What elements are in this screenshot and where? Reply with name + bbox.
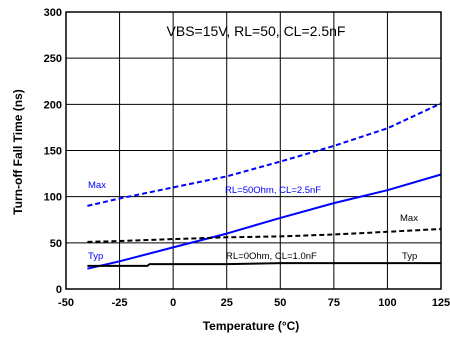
y-tick-label: 200 bbox=[44, 99, 62, 111]
x-axis-label: Temperature (°C) bbox=[203, 319, 300, 333]
plot-frame bbox=[65, 11, 442, 290]
y-tick-label: 50 bbox=[50, 238, 62, 250]
y-axis-label: Turn-off Fall Time (ns) bbox=[11, 89, 25, 215]
series-line-2 bbox=[87, 173, 442, 270]
y-tick-label: 100 bbox=[44, 192, 62, 204]
series-line-3 bbox=[87, 228, 442, 243]
x-tick-label: -50 bbox=[58, 297, 74, 309]
x-tick-label: -25 bbox=[112, 297, 128, 309]
y-tick-label: 0 bbox=[56, 284, 62, 296]
annotation-typ-blue: Typ bbox=[88, 251, 103, 262]
tick-group: -50 -25 0 25 50 75 100 125 0 50 100 150 200 250 300 bbox=[44, 7, 450, 309]
x-tick-label: 50 bbox=[274, 297, 286, 309]
y-tick-label: 300 bbox=[44, 7, 62, 19]
series-line-4 bbox=[87, 262, 441, 267]
annotation-typ-black: Typ bbox=[402, 251, 417, 262]
annotation-max-black: Max bbox=[400, 213, 418, 224]
x-tick-label: 25 bbox=[221, 297, 233, 309]
x-tick-label: 125 bbox=[432, 297, 450, 309]
annotation-rl0: RL=0Ohm, CL=1.0nF bbox=[226, 251, 317, 262]
y-tick-label: 150 bbox=[44, 146, 62, 158]
annotation-rl50: RL=50Ohm, CL=2.5nF bbox=[225, 185, 321, 196]
annotation-max-blue: Max bbox=[88, 180, 106, 191]
x-tick-label: 100 bbox=[378, 297, 396, 309]
x-tick-label: 0 bbox=[170, 297, 176, 309]
series-group bbox=[87, 102, 442, 270]
y-tick-label: 250 bbox=[44, 53, 62, 65]
series-line-1 bbox=[87, 102, 442, 207]
grid bbox=[65, 11, 442, 290]
x-tick-label: 75 bbox=[328, 297, 340, 309]
chart-title: VBS=15V, RL=50, CL=2.5nF bbox=[167, 23, 346, 39]
